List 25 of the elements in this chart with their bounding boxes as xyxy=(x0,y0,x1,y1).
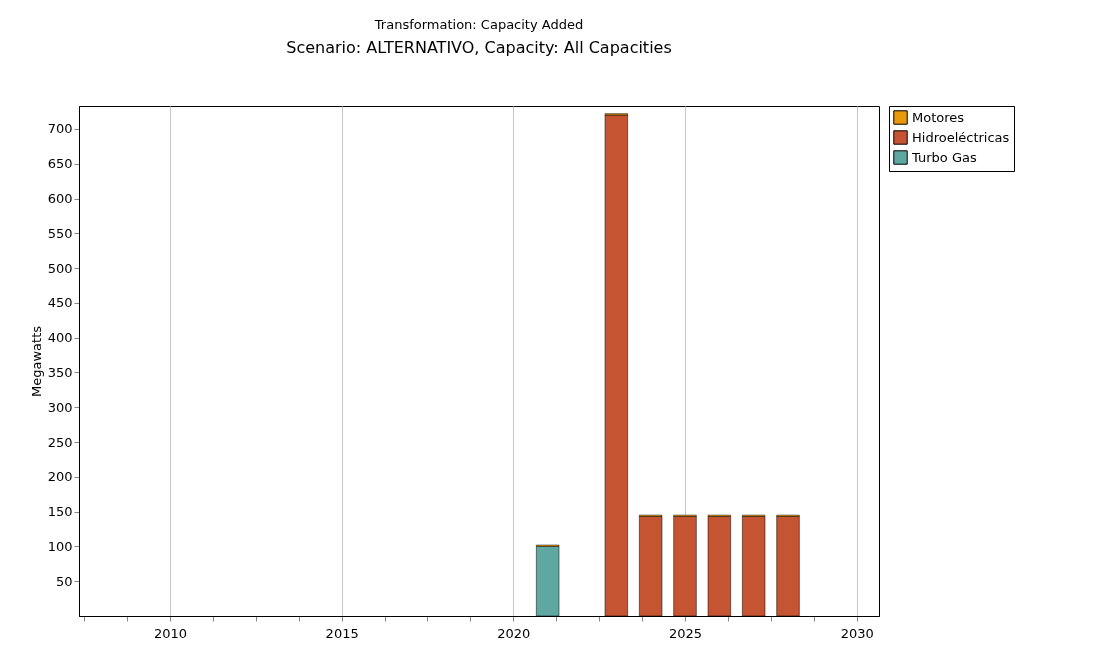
y-tick-label: 600 xyxy=(47,191,73,207)
y-tick-label: 400 xyxy=(47,330,73,346)
y-tick-label: 650 xyxy=(47,156,73,172)
chart-title: Transformation: Capacity Added xyxy=(373,16,584,32)
legend-label: Turbo Gas xyxy=(911,149,977,165)
y-tick-label: 200 xyxy=(47,469,73,485)
y-tick-label: 150 xyxy=(47,504,73,520)
legend-label: Motores xyxy=(912,109,965,125)
y-tick-label: 50 xyxy=(55,573,73,589)
y-axis-title: Megawatts xyxy=(28,325,44,397)
x-tick-label: 2010 xyxy=(153,625,188,641)
y-tick-label: 450 xyxy=(47,295,73,311)
x-tick-label: 2025 xyxy=(668,625,703,641)
x-tick-label: 2015 xyxy=(325,625,359,641)
y-tick-label: 100 xyxy=(47,538,73,554)
legend-label: Hidroeléctricas xyxy=(912,129,1010,145)
chart-subtitle: Scenario: ALTERNATIVO, Capacity: All Capacities xyxy=(286,37,672,57)
x-tick-label: 2020 xyxy=(497,625,531,641)
y-tick-label: 500 xyxy=(47,260,73,276)
y-tick-label: 550 xyxy=(47,225,73,241)
y-tick-label: 250 xyxy=(47,434,73,450)
y-tick-label: 700 xyxy=(47,121,73,137)
x-tick-label: 2030 xyxy=(840,625,874,641)
y-tick-label: 300 xyxy=(47,399,73,415)
y-tick-label: 350 xyxy=(47,364,73,380)
